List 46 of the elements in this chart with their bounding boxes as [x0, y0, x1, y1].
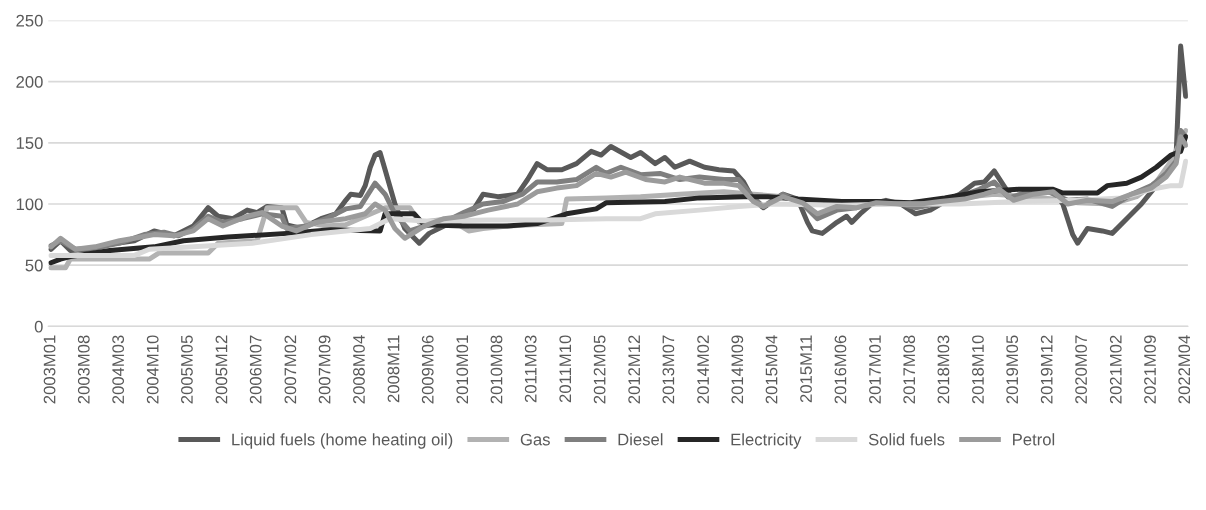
x-tick-label: 2007M09: [318, 335, 331, 404]
x-tick-label: 2020M07: [1075, 335, 1087, 404]
y-tick-label: 0: [34, 320, 43, 333]
legend-label: Diesel: [618, 433, 663, 446]
x-tick-label: 2022M04: [1178, 335, 1191, 404]
x-tick-label: 2015M11: [800, 335, 812, 403]
x-tick-label: 2014M02: [697, 335, 709, 404]
x-tick-label: 2016M06: [834, 335, 847, 404]
legend-label: Electricity: [731, 433, 802, 449]
x-tick-label: 2004M03: [112, 335, 125, 404]
x-tick-label: 2013M07: [662, 335, 675, 404]
x-tick-label: 2011M10: [559, 335, 572, 403]
x-tick-label: 2008M11: [387, 335, 400, 403]
x-tick-label: 2017M08: [903, 335, 916, 404]
x-tick-label: 2018M03: [937, 335, 950, 404]
y-tick-label: 50: [25, 259, 43, 272]
x-tick-label: 2012M05: [593, 335, 606, 404]
x-tick-label: 2014M09: [731, 335, 744, 404]
x-tick-label: 2007M02: [284, 335, 297, 404]
x-tick-label: 2017M01: [869, 335, 881, 404]
legend-label: Petrol: [1013, 433, 1055, 446]
x-tick-label: 2010M01: [456, 335, 469, 404]
x-tick-label: 2009M06: [421, 335, 434, 404]
x-tick-label: 2015M04: [765, 335, 778, 404]
legend-label: Liquid fuels (home heating oil): [232, 433, 453, 449]
y-tick-label: 100: [16, 198, 43, 211]
y-tick-label: 200: [16, 76, 43, 88]
x-tick-label: 2006M07: [249, 335, 262, 404]
x-tick-label: 2019M12: [1040, 335, 1053, 404]
x-tick-label: 2008M04: [353, 335, 365, 404]
x-tick-label: 2021M02: [1109, 335, 1122, 404]
x-tick-label: 2003M08: [77, 335, 90, 404]
legend-label: Gas: [520, 433, 550, 446]
legend-label: Solid fuels: [868, 433, 945, 446]
x-tick-label: 2005M12: [215, 335, 228, 404]
y-tick-label: 150: [16, 137, 43, 149]
x-tick-label: 2021M09: [1144, 335, 1156, 404]
y-tick-label: 250: [16, 14, 43, 27]
x-tick-label: 2005M05: [181, 335, 193, 404]
x-tick-label: 2004M10: [146, 335, 159, 404]
x-tick-label: 2018M10: [972, 335, 984, 404]
x-tick-label: 2012M12: [628, 335, 641, 404]
x-tick-label: 2019M05: [1006, 335, 1019, 404]
x-tick-label: 2011M03: [524, 335, 537, 403]
x-tick-label: 2010M08: [490, 335, 503, 404]
x-tick-label: 2003M01: [43, 335, 56, 404]
